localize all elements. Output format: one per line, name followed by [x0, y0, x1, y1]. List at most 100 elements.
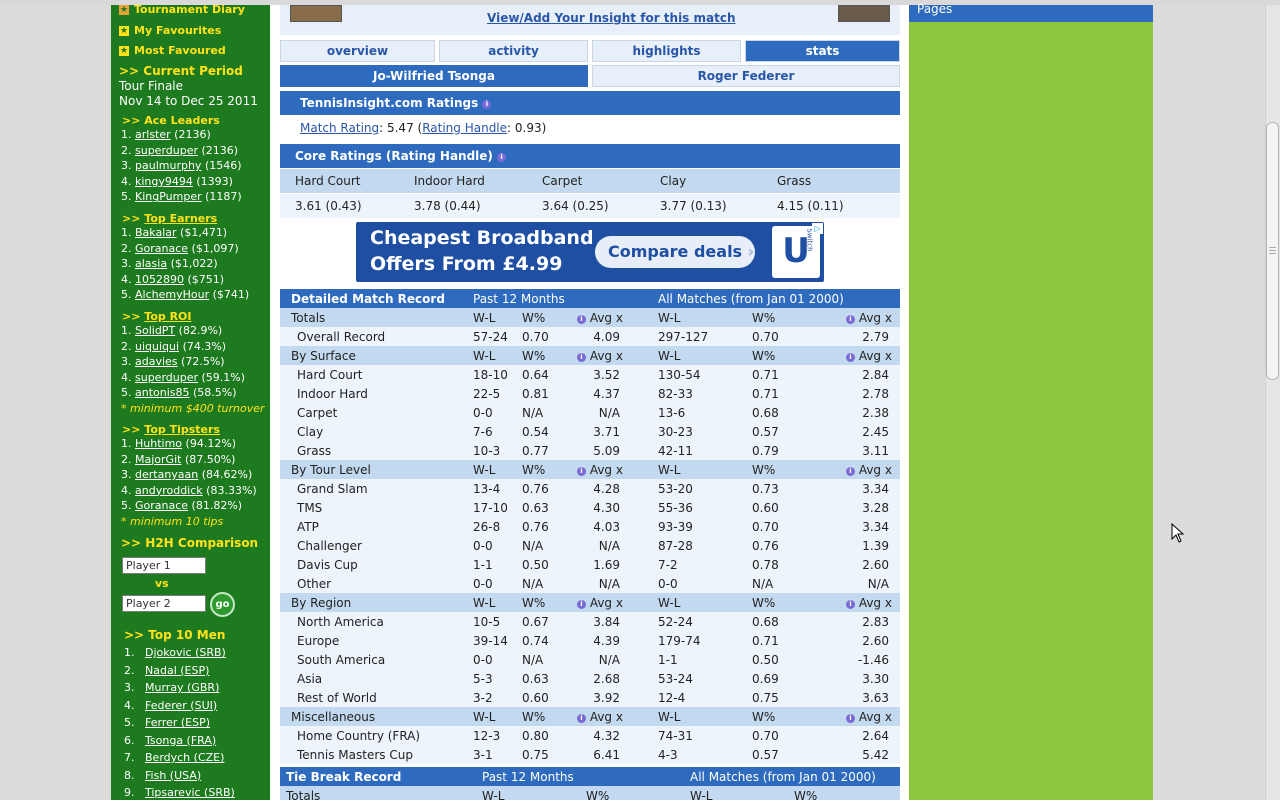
cell-avg: 4.03: [593, 520, 620, 534]
tab-stats[interactable]: stats: [745, 40, 900, 62]
info-icon[interactable]: i: [577, 467, 586, 476]
cell-wl-all: 0-0: [658, 577, 678, 591]
ratings-header: TennisInsight.com Ratings i: [280, 91, 900, 115]
insight-link[interactable]: View/Add Your Insight for this match: [487, 11, 736, 25]
hdr-wl-all: W-L: [658, 710, 681, 724]
current-period-dates: Nov 14 to Dec 25 2011: [119, 94, 258, 108]
member-link[interactable]: AlchemyHour: [135, 288, 210, 302]
member-link[interactable]: MajorGit: [135, 452, 182, 466]
core-ratings-title: Core Ratings (Rating Handle): [295, 149, 493, 163]
member-link[interactable]: Goranace: [135, 241, 189, 255]
section-name: Miscellaneous: [291, 710, 376, 724]
sidebar-link-2[interactable]: Most Favoured: [134, 44, 226, 57]
tab-overview[interactable]: overview: [280, 40, 435, 62]
member-link[interactable]: 1052890: [135, 272, 184, 286]
info-icon[interactable]: i: [577, 315, 586, 324]
player-tab-federer[interactable]: Roger Federer: [592, 65, 900, 87]
row-label: Carpet: [297, 406, 338, 420]
member-link[interactable]: KingPumper: [135, 190, 202, 204]
rating-handle-link[interactable]: Rating Handle: [422, 121, 508, 135]
top10-player-link[interactable]: Tipsarevic (SRB): [145, 786, 235, 799]
info-icon[interactable]: i: [846, 467, 855, 476]
sidebar-link-1[interactable]: My Favourites: [134, 24, 222, 37]
rank-number: 1.: [121, 226, 132, 239]
member-value: (83.33%): [206, 483, 257, 497]
top10-player-link[interactable]: Ferrer (ESP): [145, 716, 211, 729]
detailed-col-past: Past 12 Months: [473, 292, 565, 306]
member-link[interactable]: dertanyaan: [135, 468, 199, 482]
cell-avg-all: 3.34: [862, 520, 889, 534]
top_tipsters-title-link[interactable]: Top Tipsters: [144, 423, 220, 436]
member-link[interactable]: Bakalar: [135, 226, 177, 239]
member-link[interactable]: Goranace: [135, 499, 189, 513]
tab-activity[interactable]: activity: [439, 40, 588, 62]
top_earners-title-link[interactable]: Top Earners: [144, 212, 218, 225]
info-icon[interactable]: i: [482, 100, 492, 109]
top10-player-link[interactable]: Murray (GBR): [145, 681, 220, 694]
info-icon[interactable]: i: [577, 714, 586, 723]
ad-compare-button[interactable]: Compare deals ›: [595, 236, 755, 268]
info-icon[interactable]: i: [497, 153, 507, 162]
rating-handle-value: : 0.93): [507, 121, 547, 135]
ad-banner[interactable]: Cheapest Broadband Offers From £4.99 Com…: [356, 222, 824, 282]
member-link[interactable]: adavies: [135, 355, 178, 369]
member-link[interactable]: antonis85: [135, 386, 190, 400]
cell-wl-all: 42-11: [658, 444, 693, 458]
info-icon[interactable]: i: [577, 600, 586, 609]
core-value-cell: 3.78 (0.44): [414, 199, 481, 213]
member-value: (74.3%): [182, 339, 227, 353]
top10-player-link[interactable]: Berdych (CZE): [145, 751, 225, 764]
rank-number: 4.: [121, 483, 132, 497]
cell-w: 0.67: [522, 615, 549, 629]
ace_leaders-item: 2. superduper (2136): [121, 144, 238, 157]
top_tipsters-prefix: >>: [122, 423, 141, 436]
member-link[interactable]: superduper: [135, 370, 199, 384]
member-link[interactable]: arlster: [135, 128, 171, 141]
sidebar-link-0[interactable]: Tournament Diary: [134, 3, 245, 16]
player1-input[interactable]: Player 1: [122, 557, 206, 574]
cell-avg-all: 2.38: [862, 406, 889, 420]
member-link[interactable]: paulmurphy: [135, 159, 202, 173]
scrollbar-thumb[interactable]: [1266, 122, 1279, 380]
table-row: [280, 669, 900, 688]
info-icon[interactable]: i: [577, 353, 586, 362]
info-icon[interactable]: i: [846, 714, 855, 723]
cell-w: 0.76: [522, 482, 549, 496]
pages-header: Pages: [909, 3, 1153, 22]
tab-highlights[interactable]: highlights: [592, 40, 741, 62]
top10-player-link[interactable]: Fish (USA): [145, 768, 202, 782]
rank-number: 2.: [121, 143, 132, 157]
member-link[interactable]: uiquiqui: [135, 339, 180, 353]
ad-choices-icon[interactable]: ▷: [812, 223, 823, 234]
player-tab-tsonga[interactable]: Jo-Wilfried Tsonga: [280, 65, 588, 87]
go-button[interactable]: go: [210, 592, 235, 617]
current-period-title: >> Current Period: [119, 64, 243, 78]
match-rating-link[interactable]: Match Rating: [300, 121, 380, 135]
table-row: [280, 555, 900, 574]
rank-number: 1.: [121, 128, 132, 141]
cell-avg-all: 2.60: [862, 558, 889, 572]
top10-player-link[interactable]: Djokovic (SRB): [145, 646, 226, 659]
top10-player-link[interactable]: Tsonga (FRA): [145, 733, 217, 747]
player2-input[interactable]: Player 2: [122, 595, 206, 612]
top10-rank: 4.: [124, 698, 135, 712]
rank-number: 1.: [121, 437, 132, 450]
cell-w-all: 0.71: [752, 387, 779, 401]
info-icon[interactable]: i: [846, 600, 855, 609]
top10-player-link[interactable]: Nadal (ESP): [145, 663, 210, 677]
info-icon[interactable]: i: [846, 315, 855, 324]
member-link[interactable]: Huhtimo: [135, 437, 183, 450]
top10-player-link[interactable]: Federer (SUI): [145, 698, 218, 712]
member-link[interactable]: kingy9494: [135, 174, 193, 188]
top_roi-item: 4. superduper (59.1%): [121, 371, 245, 384]
cell-wl: 3-1: [473, 748, 493, 762]
cell-wl: 10-3: [473, 444, 501, 458]
match-rating-value: : 5.47 (: [379, 121, 423, 135]
top_roi-title-link[interactable]: Top ROI: [144, 310, 192, 323]
member-link[interactable]: andyroddick: [135, 483, 203, 497]
cell-avg-all: 3.30: [862, 672, 889, 686]
member-link[interactable]: SolidPT: [135, 324, 176, 337]
info-icon[interactable]: i: [846, 353, 855, 362]
member-link[interactable]: superduper: [135, 143, 199, 157]
member-link[interactable]: alasia: [135, 257, 168, 271]
